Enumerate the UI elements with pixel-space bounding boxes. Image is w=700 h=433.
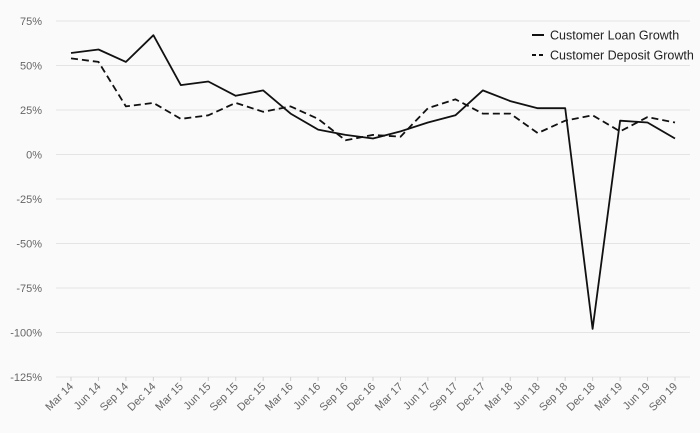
series-line-customer-loan-growth — [70, 34, 676, 330]
series-lines — [70, 34, 676, 330]
x-tick-label: Mar 14 — [43, 381, 76, 414]
x-tick-label: Mar 18 — [483, 381, 516, 414]
y-tick-label: 0% — [26, 150, 42, 162]
legend: Customer Loan Growth Customer Deposit Gro… — [532, 29, 694, 63]
x-tick-label: Sep 16 — [318, 381, 351, 414]
x-tick-label: Jun 19 — [621, 381, 653, 413]
x-tick-label: Sep 17 — [427, 381, 460, 414]
x-tick-label: Mar 16 — [263, 381, 296, 414]
legend-label: Customer Loan Growth — [550, 29, 679, 43]
x-tick-label: Dec 18 — [565, 381, 598, 414]
x-tick-label: Mar 15 — [153, 381, 186, 414]
x-tick-label: Jun 18 — [511, 381, 543, 413]
x-tick-label: Jun 15 — [182, 381, 214, 413]
x-tick-label: Jun 16 — [291, 381, 323, 413]
gridlines — [56, 20, 690, 378]
y-tick-label: -25% — [16, 194, 42, 206]
x-tick-label: Sep 19 — [647, 381, 680, 414]
x-tick-label: Sep 18 — [537, 381, 570, 414]
x-tick-label: Dec 16 — [345, 381, 378, 414]
x-tick-label: Dec 14 — [125, 381, 158, 414]
y-tick-label: 50% — [20, 61, 42, 73]
x-tick-label: Jun 14 — [72, 381, 104, 413]
series-line-customer-deposit-growth — [70, 57, 676, 142]
x-tick-label: Dec 15 — [235, 381, 268, 414]
y-axis-ticks: 75% 50% 25% 0% -25% -50% -75% -100% -125% — [10, 16, 42, 384]
y-tick-label: -125% — [10, 372, 42, 384]
y-tick-label: -75% — [16, 283, 42, 295]
x-tick-label: Mar 19 — [593, 381, 626, 414]
y-tick-label: -100% — [10, 328, 42, 340]
x-tick-label: Dec 17 — [455, 381, 488, 414]
x-tick-label: Jun 17 — [401, 381, 433, 413]
y-tick-label: 25% — [20, 105, 42, 117]
y-tick-label: 75% — [20, 16, 42, 28]
x-tick-label: Mar 17 — [373, 381, 406, 414]
y-tick-label: -50% — [16, 239, 42, 251]
x-tick-label: Sep 15 — [208, 381, 241, 414]
legend-label: Customer Deposit Growth — [550, 49, 694, 63]
x-tick-label: Sep 14 — [98, 381, 131, 414]
